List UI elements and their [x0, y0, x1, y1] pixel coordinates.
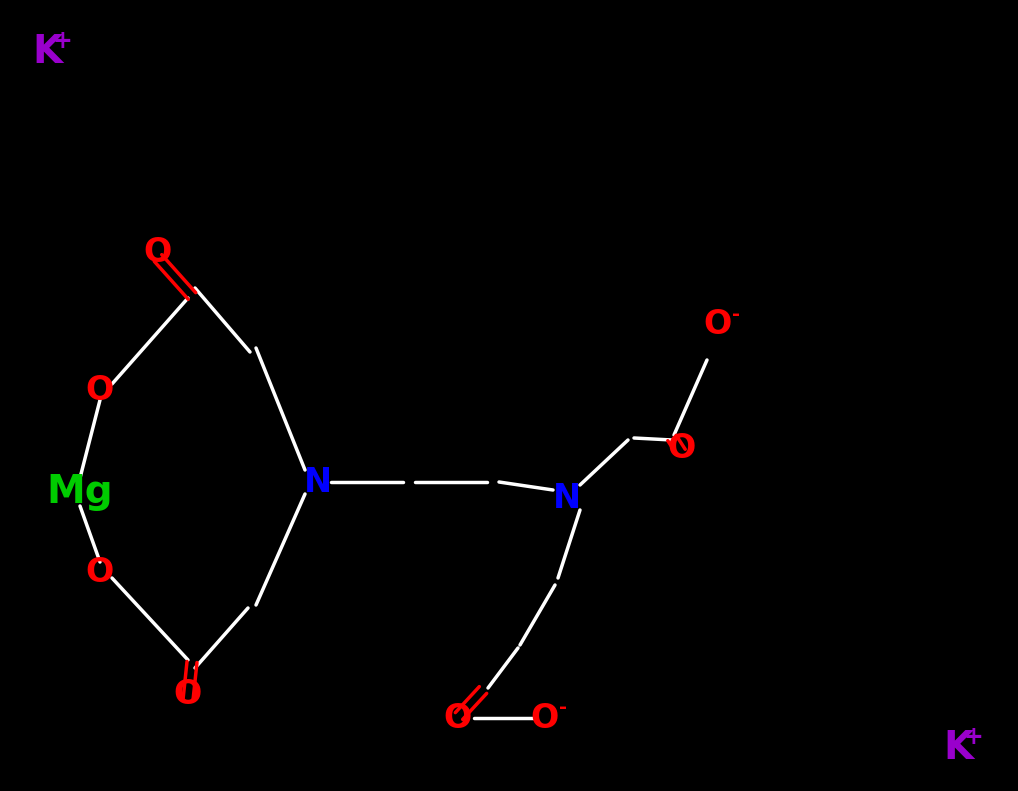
Text: K: K — [32, 33, 62, 71]
Text: -: - — [559, 698, 567, 717]
Text: O: O — [86, 555, 114, 589]
Text: +: + — [53, 29, 72, 53]
Text: O: O — [144, 236, 172, 268]
Text: O: O — [174, 679, 203, 711]
Text: O: O — [703, 308, 732, 342]
Text: N: N — [304, 465, 332, 498]
Text: O: O — [668, 432, 696, 464]
Text: K: K — [943, 729, 973, 767]
Text: N: N — [553, 482, 581, 514]
Text: O: O — [444, 702, 472, 735]
Text: O: O — [86, 373, 114, 407]
Text: O: O — [530, 702, 559, 735]
Text: -: - — [732, 305, 740, 324]
Text: Mg: Mg — [47, 473, 113, 511]
Text: +: + — [964, 725, 983, 749]
